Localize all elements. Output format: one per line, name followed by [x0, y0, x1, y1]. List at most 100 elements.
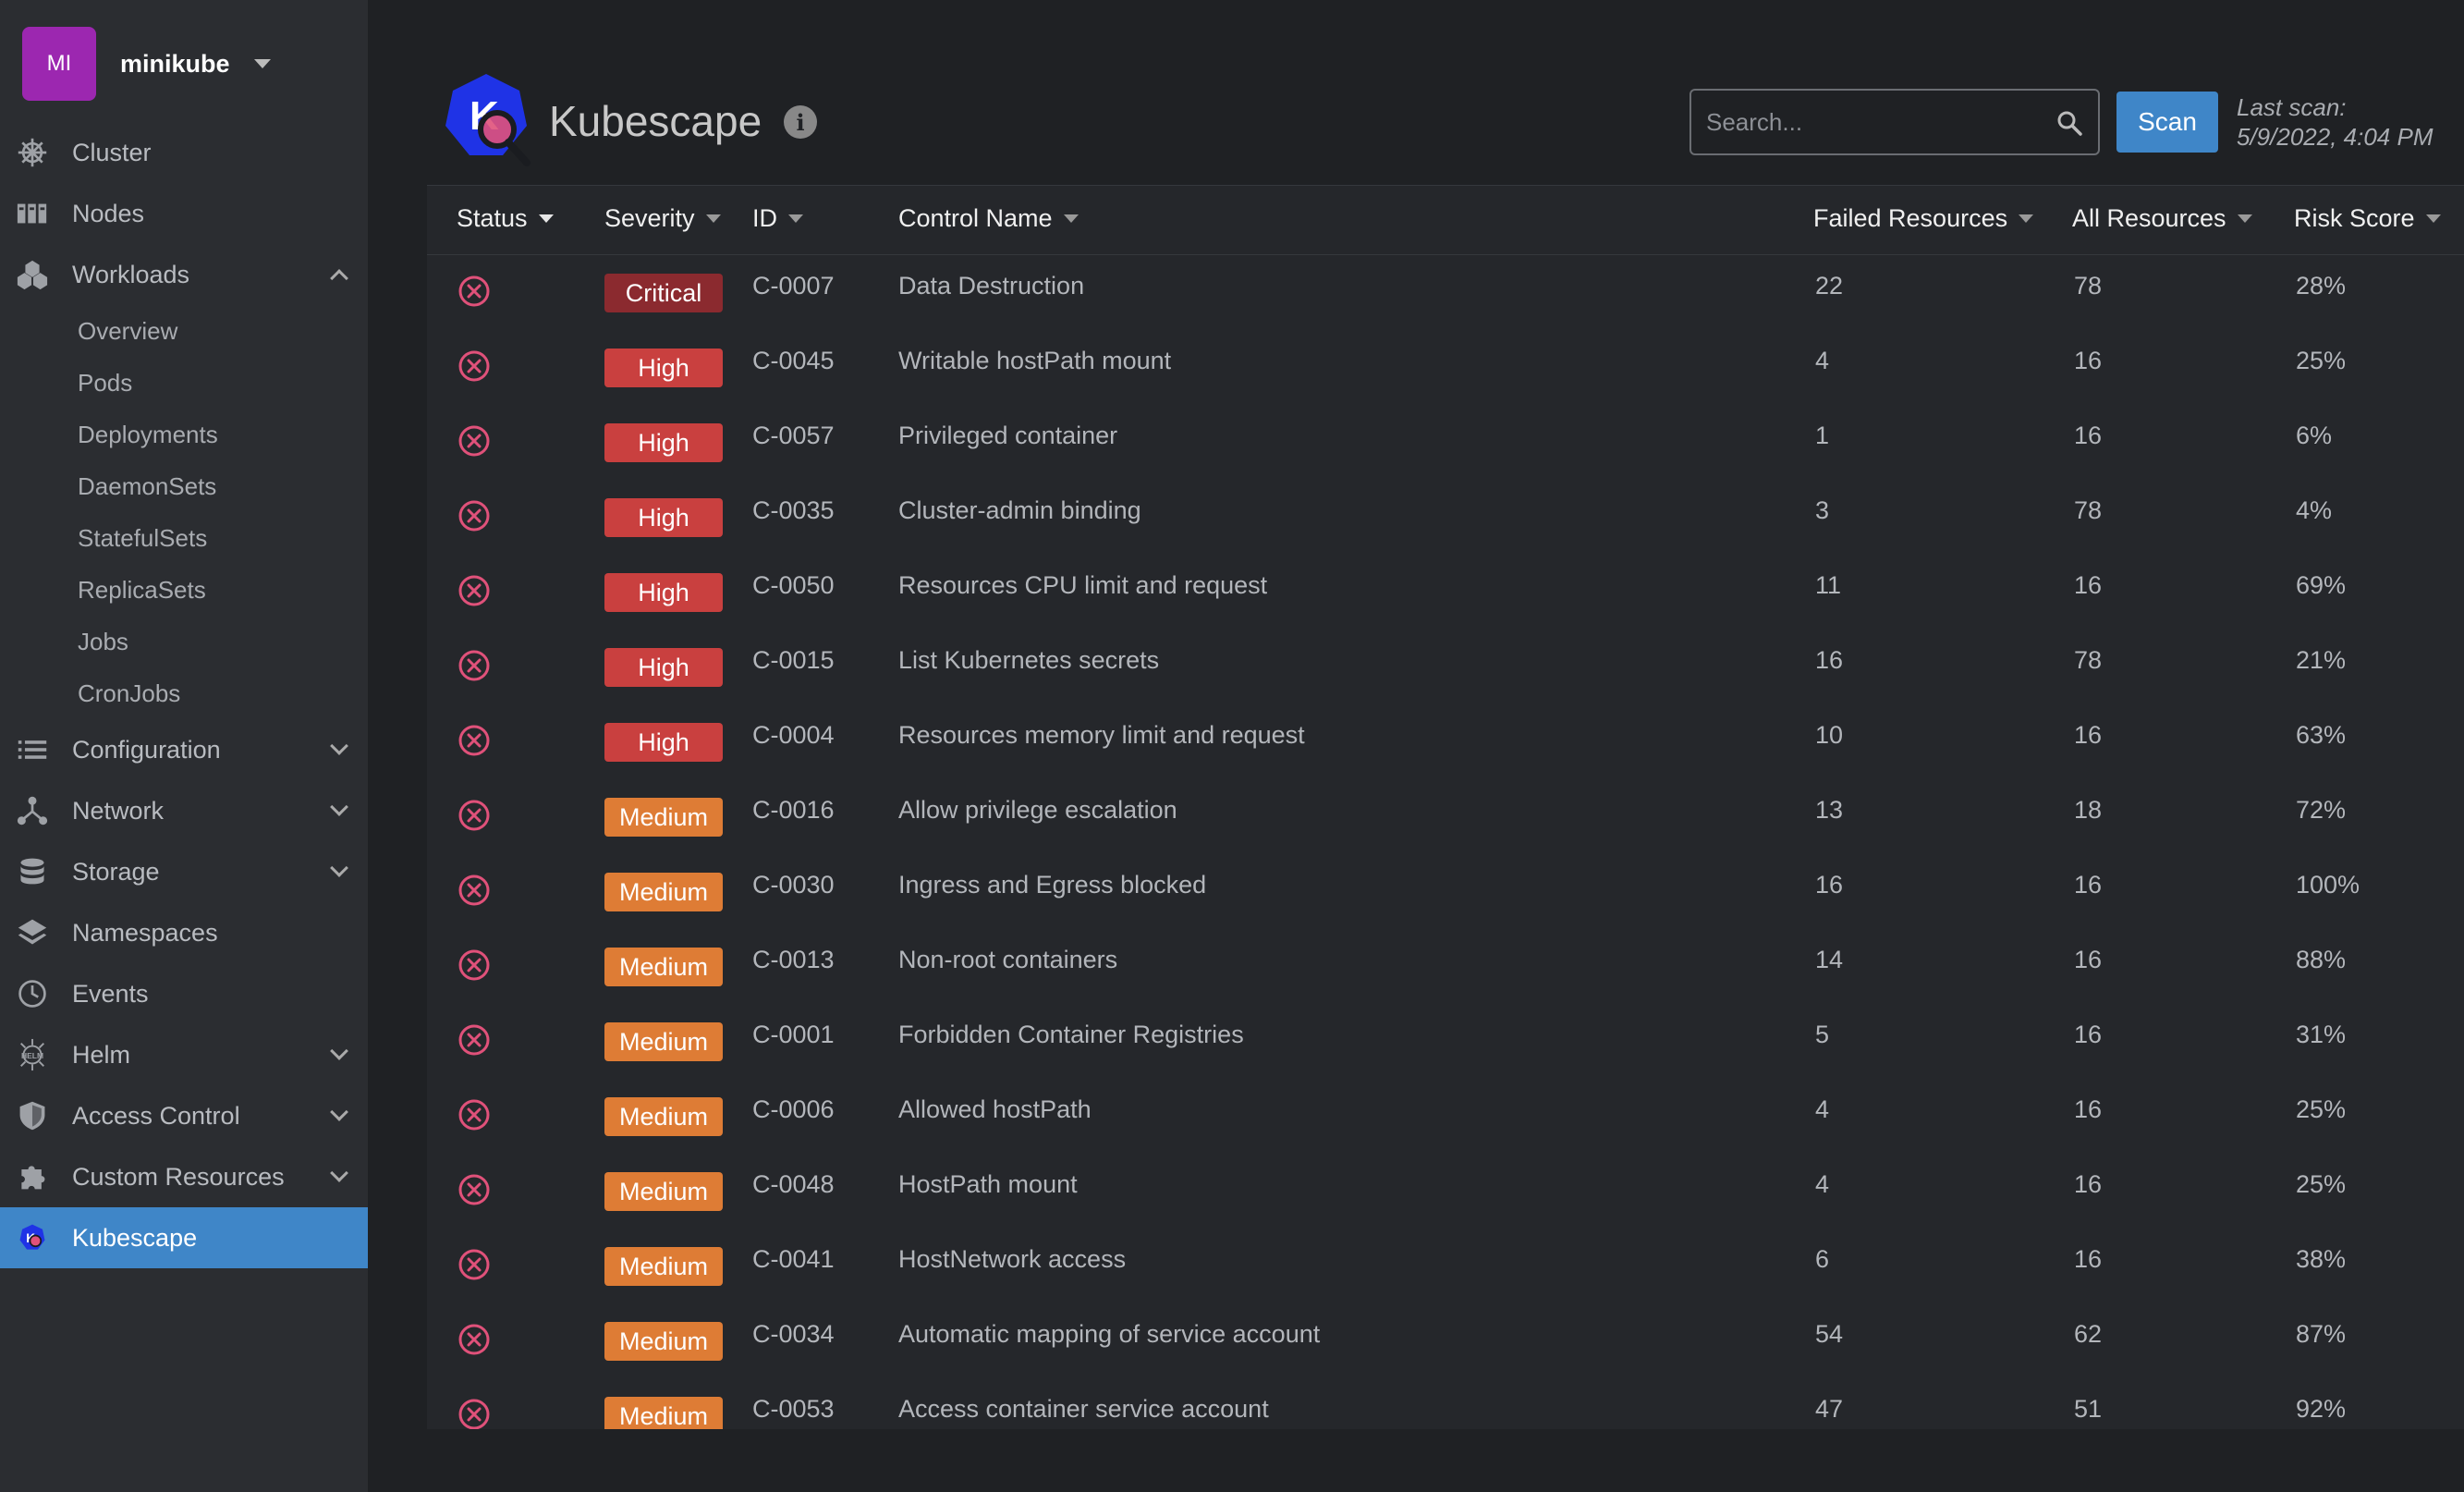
table-row[interactable]: Medium C-0001 Forbidden Container Registri…: [427, 1004, 2464, 1079]
sidebar-subitem-replicasets[interactable]: ReplicaSets: [78, 575, 206, 604]
control-name[interactable]: HostPath mount: [898, 1170, 1078, 1198]
control-name[interactable]: Privileged container: [898, 422, 1118, 449]
severity-badge: Medium: [604, 948, 723, 986]
sidebar-nav: Cluster Nodes Workloads Overview Pods Deploym…: [0, 122, 368, 1268]
table-row[interactable]: High C-0035 Cluster-admin binding 3 78 4%: [427, 480, 2464, 555]
sidebar-item-network[interactable]: Network: [0, 780, 368, 841]
control-name[interactable]: Allow privilege escalation: [898, 796, 1177, 824]
control-name[interactable]: List Kubernetes secrets: [898, 646, 1160, 674]
column-header-status[interactable]: Status: [457, 204, 554, 233]
control-id: C-0048: [752, 1170, 835, 1198]
chevron-down-icon[interactable]: [330, 1164, 348, 1182]
severity-badge: Medium: [604, 1172, 723, 1211]
failed-resources: 3: [1815, 496, 1830, 524]
failed-status-icon: [458, 725, 490, 756]
chevron-down-icon[interactable]: [330, 1103, 348, 1121]
chevron-down-icon[interactable]: [330, 737, 348, 755]
table-row[interactable]: Medium C-0053 Access container service acc…: [427, 1378, 2464, 1429]
table-header: Status Severity ID Control Name Failed R…: [427, 185, 2464, 255]
sort-caret-icon: [705, 214, 721, 223]
info-icon[interactable]: i: [784, 105, 817, 139]
sidebar-subitem-jobs[interactable]: Jobs: [78, 627, 128, 655]
table-row[interactable]: High C-0004 Resources memory limit and req…: [427, 704, 2464, 779]
column-header-label: All Resources: [2072, 204, 2226, 232]
table-row[interactable]: High C-0050 Resources CPU limit and reques…: [427, 555, 2464, 630]
column-header-id[interactable]: ID: [752, 204, 803, 233]
sidebar-item-cluster[interactable]: Cluster: [0, 122, 368, 183]
risk-score: 25%: [2296, 347, 2347, 374]
control-name[interactable]: HostNetwork access: [898, 1245, 1127, 1273]
sidebar-item-events[interactable]: Events: [0, 963, 368, 1024]
sidebar-item-label: Namespaces: [72, 918, 218, 947]
sidebar-item-namespaces[interactable]: Namespaces: [0, 902, 368, 963]
risk-score: 92%: [2296, 1395, 2347, 1423]
failed-resources: 47: [1815, 1395, 1844, 1423]
sidebar-item-label: Configuration: [72, 735, 221, 764]
cluster-chooser[interactable]: MI minikube: [22, 25, 271, 103]
control-name[interactable]: Forbidden Container Registries: [898, 1021, 1244, 1048]
sidebar-item-custom-resources[interactable]: Custom Resources: [0, 1146, 368, 1207]
sidebar-item-storage[interactable]: Storage: [0, 841, 368, 902]
column-header-label: Status: [457, 204, 528, 232]
control-name[interactable]: Ingress and Egress blocked: [898, 871, 1207, 899]
control-name[interactable]: Resources memory limit and request: [898, 721, 1305, 749]
control-name[interactable]: Writable hostPath mount: [898, 347, 1172, 374]
chevron-down-icon[interactable]: [330, 798, 348, 816]
sidebar-subitem-deployments[interactable]: Deployments: [78, 420, 218, 448]
search-input[interactable]: [1706, 91, 2048, 153]
risk-score: 4%: [2296, 496, 2333, 524]
table-row[interactable]: Medium C-0041 HostNetwork access 6 16 38%: [427, 1229, 2464, 1303]
sidebar-subitem-daemonsets[interactable]: DaemonSets: [78, 471, 217, 500]
control-name[interactable]: Resources CPU limit and request: [898, 571, 1268, 599]
control-name[interactable]: Cluster-admin binding: [898, 496, 1141, 524]
table-row[interactable]: Medium C-0013 Non-root containers 14 16 88%: [427, 929, 2464, 1004]
table-row[interactable]: Medium C-0048 HostPath mount 4 16 25%: [427, 1154, 2464, 1229]
all-resources: 16: [2074, 871, 2103, 899]
sidebar-item-workloads[interactable]: Workloads: [0, 244, 368, 305]
scan-button[interactable]: Scan: [2116, 92, 2218, 153]
sidebar-item-access-control[interactable]: Access Control: [0, 1085, 368, 1146]
control-name[interactable]: Non-root containers: [898, 946, 1118, 973]
control-name[interactable]: Data Destruction: [898, 272, 1085, 300]
table-body: Critical C-0007 Data Destruction 22 78 28% Hig…: [427, 255, 2464, 1429]
column-header-control-name[interactable]: Control Name: [898, 204, 1079, 233]
sidebar-item-nodes[interactable]: Nodes: [0, 183, 368, 244]
sort-caret-icon: [2425, 214, 2441, 223]
main-content: K Kubescape i Scan Last scan: 5/9/2022, …: [368, 0, 2464, 1492]
sidebar-subitem-overview[interactable]: Overview: [78, 316, 178, 345]
severity-badge: Medium: [604, 1397, 723, 1429]
column-header-label: Control Name: [898, 204, 1053, 232]
table-row[interactable]: Medium C-0016 Allow privilege escalation 13…: [427, 779, 2464, 854]
sidebar-item-helm[interactable]: HELM Helm: [0, 1024, 368, 1085]
sort-caret-icon: [2237, 214, 2252, 223]
table-row[interactable]: Medium C-0030 Ingress and Egress blocked 16…: [427, 854, 2464, 929]
sidebar-subitem-statefulsets[interactable]: StatefulSets: [78, 523, 208, 552]
all-resources: 16: [2074, 721, 2103, 749]
chevron-down-icon[interactable]: [330, 1042, 348, 1060]
control-name[interactable]: Allowed hostPath: [898, 1095, 1092, 1123]
column-header-label: Failed Resources: [1813, 204, 2008, 232]
table-row[interactable]: Medium C-0034 Automatic mapping of service…: [427, 1303, 2464, 1378]
sidebar-subitem-pods[interactable]: Pods: [78, 368, 133, 397]
table-row[interactable]: High C-0057 Privileged container 1 16 6%: [427, 405, 2464, 480]
column-header-all-resources[interactable]: All Resources: [2072, 204, 2252, 233]
column-header-severity[interactable]: Severity: [604, 204, 721, 233]
control-name[interactable]: Automatic mapping of service account: [898, 1320, 1321, 1348]
column-header-risk-score[interactable]: Risk Score: [2294, 204, 2441, 233]
table-row[interactable]: High C-0045 Writable hostPath mount 4 16 25%: [427, 330, 2464, 405]
table-row[interactable]: Critical C-0007 Data Destruction 22 78 28%: [427, 255, 2464, 330]
sidebar-subitem-cronjobs[interactable]: CronJobs: [78, 679, 181, 707]
search-icon[interactable]: [2055, 109, 2083, 137]
page-title: Kubescape: [549, 97, 762, 145]
control-name[interactable]: Access container service account: [898, 1395, 1269, 1423]
chevron-up-icon[interactable]: [330, 269, 348, 287]
helm-wheel-icon: [15, 135, 50, 170]
failed-status-icon: [458, 1249, 490, 1280]
sidebar-item-configuration[interactable]: Configuration: [0, 719, 368, 780]
control-id: C-0015: [752, 646, 835, 674]
sidebar-item-kubescape[interactable]: K Kubescape: [0, 1207, 368, 1268]
table-row[interactable]: Medium C-0006 Allowed hostPath 4 16 25%: [427, 1079, 2464, 1154]
column-header-failed-resources[interactable]: Failed Resources: [1813, 204, 2034, 233]
chevron-down-icon[interactable]: [330, 859, 348, 877]
table-row[interactable]: High C-0015 List Kubernetes secrets 16 78 21%: [427, 630, 2464, 704]
